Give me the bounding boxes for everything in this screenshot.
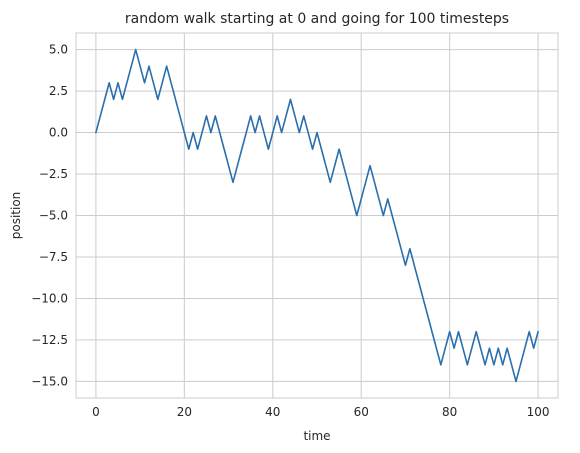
y-tick-label: −10.0: [31, 291, 68, 305]
grid-lines: [76, 33, 558, 398]
y-tick-label: −2.5: [39, 167, 68, 181]
y-tick-label: 2.5: [49, 84, 68, 98]
series-line: [95, 48, 539, 383]
y-tick-label: −12.5: [31, 333, 68, 347]
y-tick-label: −7.5: [39, 250, 68, 264]
y-tick-label: 0.0: [49, 126, 68, 140]
x-axis-ticks: 0 20 40 60 80 100: [92, 405, 549, 419]
x-tick-label: 20: [177, 405, 192, 419]
y-tick-label: −15.0: [31, 374, 68, 388]
x-tick-label: 80: [442, 405, 457, 419]
series-layer: [95, 48, 539, 383]
x-tick-label: 0: [92, 405, 100, 419]
y-axis-ticks: 5.0 2.5 0.0 −2.5 −5.0 −7.5 −10.0 −12.5 −15.0: [31, 43, 68, 389]
x-tick-label: 100: [527, 405, 550, 419]
x-tick-label: 40: [265, 405, 280, 419]
y-axis-label: position: [9, 192, 23, 240]
x-axis-label: time: [303, 429, 330, 443]
plot-area-frame: [75, 32, 559, 399]
y-tick-label: −5.0: [39, 209, 68, 223]
y-tick-label: 5.0: [49, 43, 68, 57]
chart-title: random walk starting at 0 and going for …: [125, 11, 509, 27]
x-tick-label: 60: [354, 405, 369, 419]
